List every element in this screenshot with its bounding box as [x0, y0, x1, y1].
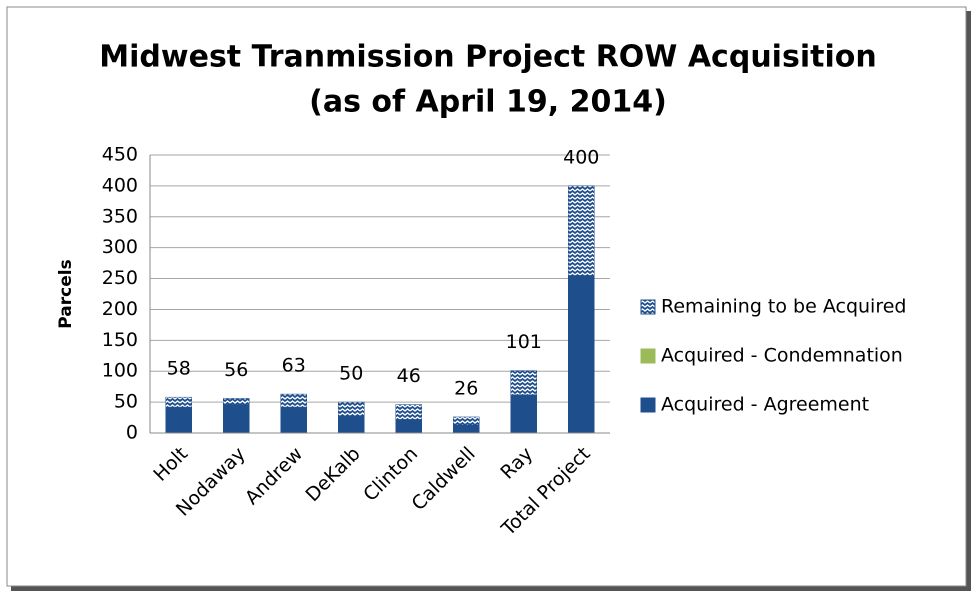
chart-subtitle: (as of April 19, 2014) [309, 85, 667, 120]
chart-title: Midwest Tranmission Project ROW Acquisit… [99, 40, 876, 75]
legend-label: Remaining to be Acquired [661, 296, 906, 318]
bar-segment [395, 404, 422, 420]
bar-segment [165, 396, 192, 408]
y-tick-label: 0 [126, 422, 138, 444]
total-label: 26 [454, 377, 478, 399]
bar-segment [223, 404, 250, 434]
bar-segment [510, 370, 537, 395]
y-tick-label: 200 [102, 298, 138, 320]
bar-segment [453, 424, 480, 434]
bar-segment [568, 275, 595, 434]
y-tick-label: 300 [102, 236, 138, 258]
bar-segment [280, 406, 307, 434]
y-tick-label: 350 [102, 205, 138, 227]
bar-segment [510, 394, 537, 434]
chart-frame [6, 6, 967, 587]
total-label: 63 [282, 355, 306, 377]
y-tick-label: 250 [102, 267, 138, 289]
bar-segment [165, 406, 192, 434]
y-tick-label: 100 [102, 360, 138, 382]
total-label: 58 [167, 358, 191, 380]
total-label: 46 [397, 365, 421, 387]
total-label: 56 [224, 359, 248, 381]
bar-segment [223, 398, 250, 405]
bar-segment [338, 415, 365, 434]
y-tick-label: 400 [102, 174, 138, 196]
bar-segment [395, 419, 422, 434]
legend-label: Acquired - Agreement [661, 394, 869, 416]
legend-label: Acquired - Condemnation [661, 345, 903, 367]
bar-segment [453, 416, 480, 426]
total-label: 400 [563, 146, 599, 168]
y-tick-label: 450 [102, 144, 138, 166]
total-label: 101 [506, 331, 542, 353]
bar-segment [280, 393, 307, 408]
legend-swatch [640, 299, 656, 315]
total-label: 50 [339, 363, 363, 385]
y-tick-label: 50 [114, 391, 138, 413]
legend-swatch [640, 397, 656, 413]
bar-segment [338, 401, 365, 416]
bar-segment [568, 185, 595, 276]
y-tick-label: 150 [102, 329, 138, 351]
legend-swatch [640, 348, 656, 364]
y-axis-label: Parcels [56, 259, 76, 328]
